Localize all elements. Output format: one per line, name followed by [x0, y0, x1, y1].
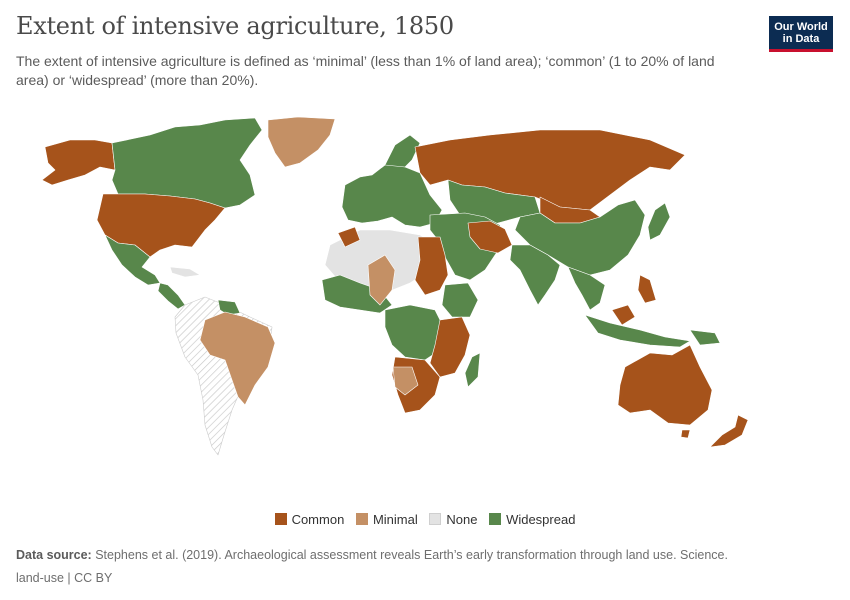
region-papua[interactable]	[689, 329, 721, 346]
region-ethiopia[interactable]	[441, 282, 479, 318]
region-indonesia[interactable]	[584, 314, 691, 348]
source-text[interactable]: Stephens et al. (2019). Archaeological a…	[91, 548, 728, 562]
region-australia[interactable]	[617, 344, 713, 426]
region-west-africa[interactable]	[321, 274, 393, 314]
owid-logo[interactable]: Our World in Data	[769, 16, 833, 52]
legend-item-minimal[interactable]: Minimal	[355, 512, 418, 527]
legend-item-common[interactable]: Common	[274, 512, 345, 527]
region-scandinavia[interactable]	[384, 134, 421, 168]
logo-line-2: in Data	[782, 33, 820, 45]
region-alaska[interactable]	[41, 139, 116, 186]
chart-title: Extent of intensive agriculture, 1850	[16, 12, 454, 40]
region-brazil[interactable]	[199, 311, 276, 406]
legend-label-minimal: Minimal	[372, 512, 418, 527]
legend-swatch-common	[274, 513, 287, 525]
footer-source: Data source: Stephens et al. (2019). Arc…	[16, 548, 728, 562]
legend-swatch-widespread	[489, 513, 502, 525]
region-philippines[interactable]	[637, 274, 657, 304]
legend-item-none[interactable]: None	[429, 512, 477, 527]
region-egypt-sudan[interactable]	[414, 236, 449, 296]
legend-swatch-none	[429, 513, 442, 525]
region-sahel-minimal[interactable]	[367, 254, 396, 306]
legend-item-widespread[interactable]: Widespread	[489, 512, 575, 527]
region-new-zealand[interactable]	[709, 414, 749, 448]
legend-label-none: None	[446, 512, 478, 527]
region-east-africa[interactable]	[429, 316, 471, 378]
world-map[interactable]	[0, 105, 850, 505]
region-mexico[interactable]	[104, 234, 161, 286]
footer-license[interactable]: land-use | CC BY	[16, 571, 113, 585]
chart-subtitle: The extent of intensive agriculture is d…	[16, 53, 715, 88]
region-iran[interactable]	[467, 220, 513, 254]
legend-swatch-minimal	[355, 513, 368, 525]
region-madagascar[interactable]	[464, 352, 481, 388]
region-japan[interactable]	[647, 202, 671, 241]
region-morocco[interactable]	[337, 226, 361, 248]
legend-label-common: Common	[291, 512, 345, 527]
region-tasmania[interactable]	[680, 429, 691, 439]
region-botswana-namibia[interactable]	[392, 366, 419, 396]
region-borneo[interactable]	[611, 304, 636, 326]
region-caribbean[interactable]	[169, 266, 201, 278]
logo-line-1: Our World	[774, 21, 828, 33]
region-greenland[interactable]	[267, 116, 336, 168]
legend: Common Minimal None Widespread	[0, 512, 850, 527]
region-southeast-asia[interactable]	[567, 266, 606, 311]
region-central-america[interactable]	[157, 282, 186, 310]
source-label: Data source:	[16, 548, 92, 562]
region-india[interactable]	[509, 244, 561, 306]
legend-label-widespread: Widespread	[506, 512, 576, 527]
